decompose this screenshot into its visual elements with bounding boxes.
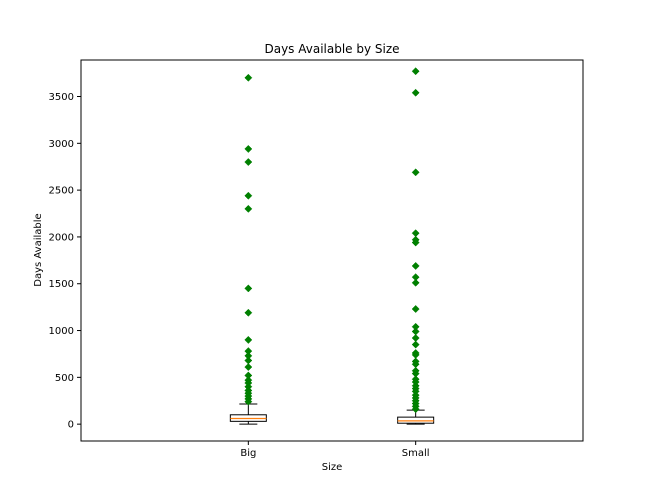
plot-area — [229, 67, 435, 425]
chart-title: Days Available by Size — [264, 42, 399, 56]
flier-point — [411, 67, 420, 76]
flier-point — [244, 284, 253, 293]
x-tick-label: Small — [402, 448, 430, 459]
flier-point — [411, 168, 420, 177]
flier-point — [411, 405, 420, 414]
flier-point — [411, 261, 420, 270]
box — [397, 416, 435, 424]
flier-point — [411, 305, 420, 313]
y-tick-label: 1000 — [49, 326, 74, 337]
y-axis-label: Days Available — [33, 213, 44, 286]
flier-point — [244, 308, 253, 317]
y-axis: 0 500 1000 1500 2000 2500 3000 3500 — [49, 92, 81, 431]
flier-point — [411, 88, 420, 97]
x-tick-label: Big — [240, 448, 256, 459]
box-group-small — [397, 67, 435, 425]
flier-point — [411, 238, 420, 247]
y-tick-label: 3500 — [49, 92, 74, 103]
flier-point — [244, 73, 253, 82]
y-tick-label: 2500 — [49, 186, 74, 197]
y-tick-label: 2000 — [49, 232, 74, 243]
y-tick-label: 3000 — [49, 139, 74, 150]
flier-point — [244, 363, 253, 372]
flier-point — [244, 191, 253, 200]
y-tick-label: 0 — [68, 420, 74, 431]
flier-point — [411, 278, 420, 287]
flier-point — [244, 158, 253, 166]
x-axis-label: Size — [322, 462, 343, 473]
flier-point — [244, 335, 253, 344]
plot-frame — [80, 59, 584, 442]
x-axis: Big Small — [240, 441, 430, 459]
y-tick-label: 500 — [55, 373, 74, 384]
flier-point — [411, 340, 420, 349]
y-tick-label: 1500 — [49, 279, 74, 290]
flier-point — [244, 144, 253, 153]
flier-point — [244, 397, 253, 406]
flier-point — [244, 204, 253, 213]
box-group-big — [229, 73, 267, 425]
